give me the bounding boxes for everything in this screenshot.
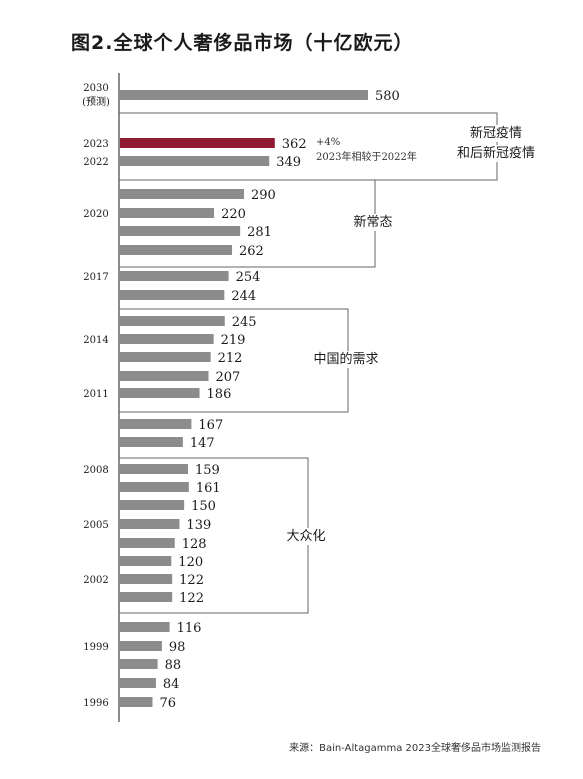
bar-16 [120, 464, 188, 474]
bar-6 [120, 245, 233, 255]
bar-22 [120, 574, 173, 584]
year-label-10: 2014 [83, 335, 108, 346]
bracket-label-1-0: 新常态 [353, 214, 392, 230]
bar-10 [120, 334, 214, 344]
year-label-28: 1996 [83, 698, 108, 709]
year-note-0: (预测) [82, 95, 110, 108]
annotation-group: +4% 2023年相较于2022年 [316, 137, 417, 163]
year-label-2: 2022 [83, 157, 108, 168]
bracket-label-3-0: 大众化 [286, 529, 325, 544]
bar-8 [120, 290, 225, 300]
value-label-14: 167 [198, 418, 223, 433]
year-label-22: 2002 [83, 575, 108, 586]
bar-27 [120, 678, 156, 688]
value-label-1: 362 [282, 137, 307, 152]
value-label-13: 186 [207, 387, 232, 402]
value-label-17: 161 [196, 481, 221, 496]
bar-17 [120, 482, 189, 492]
bar-7 [120, 271, 229, 281]
bracket-label-0-0: 新冠疫情 [470, 125, 522, 141]
value-label-26: 88 [165, 658, 182, 673]
comparison-annotation: 2023年相较于2022年 [316, 150, 417, 163]
bar-15 [120, 437, 183, 447]
value-label-15: 147 [190, 436, 215, 451]
bar-11 [120, 352, 211, 362]
value-label-10: 219 [221, 333, 246, 348]
source-note: 来源：Bain-Altagamma 2023全球奢侈品市场监测报告 [289, 743, 541, 754]
value-label-3: 290 [251, 188, 276, 203]
bar-21 [120, 556, 172, 566]
value-label-18: 150 [191, 499, 216, 514]
bar-3 [120, 189, 245, 199]
value-label-27: 84 [163, 677, 180, 692]
value-label-21: 120 [178, 555, 203, 570]
bar-25 [120, 641, 162, 651]
year-label-7: 2017 [83, 272, 108, 283]
value-label-23: 122 [179, 591, 204, 606]
value-label-4: 220 [221, 207, 246, 222]
value-label-12: 207 [216, 370, 241, 385]
bar-28 [120, 697, 153, 707]
bar-12 [120, 371, 209, 381]
bar-1 [120, 138, 275, 148]
value-label-2: 349 [276, 155, 301, 170]
bar-13 [120, 388, 200, 398]
bar-19 [120, 519, 180, 529]
value-label-11: 212 [218, 351, 243, 366]
value-label-22: 122 [179, 573, 204, 588]
value-label-7: 254 [236, 270, 261, 285]
bars-group [120, 90, 369, 707]
year-label-25: 1999 [83, 642, 108, 653]
bar-18 [120, 500, 185, 510]
year-label-16: 2008 [83, 465, 108, 476]
value-label-16: 159 [195, 463, 220, 478]
value-label-6: 262 [239, 244, 264, 259]
growth-annotation: +4% [316, 137, 340, 148]
bar-23 [120, 592, 173, 602]
value-label-9: 245 [232, 315, 257, 330]
bracket-label-bg-3-0 [281, 528, 331, 545]
bracket-label-0-1: 和后新冠疫情 [457, 145, 535, 161]
bar-26 [120, 659, 158, 669]
bracket-label-2-0: 中国的需求 [313, 351, 378, 367]
bar-14 [120, 419, 192, 429]
bar-5 [120, 226, 241, 236]
value-label-25: 98 [169, 640, 186, 655]
value-label-19: 139 [186, 518, 211, 533]
value-label-28: 76 [159, 696, 176, 711]
value-label-0: 580 [375, 89, 400, 104]
bracket-label-bg-1-0 [348, 214, 398, 231]
bar-9 [120, 316, 225, 326]
bar-24 [120, 622, 170, 632]
value-label-20: 128 [182, 537, 207, 552]
bar-0 [120, 90, 369, 100]
bracket-label-bg-0-0 [464, 125, 528, 142]
bracket-label-bg-2-0 [307, 351, 385, 368]
value-label-8: 244 [231, 289, 256, 304]
year-label-19: 2005 [83, 520, 108, 531]
bar-2 [120, 156, 270, 166]
year-label-13: 2011 [83, 389, 108, 400]
bar-4 [120, 208, 215, 218]
value-label-24: 116 [177, 621, 202, 636]
chart-title: 图2.全球个人奢侈品市场（十亿欧元） [71, 32, 414, 54]
value-label-5: 281 [247, 225, 272, 240]
year-label-1: 2023 [83, 139, 108, 150]
bracket-label-bg-0-1 [450, 145, 542, 162]
year-label-0: 2030 [83, 83, 108, 94]
bar-20 [120, 538, 175, 548]
year-label-4: 2020 [83, 209, 108, 220]
year-labels-group: 2030(预测) 2023 2022 2020 2017 2014 2011 2008 2005… [82, 83, 110, 709]
